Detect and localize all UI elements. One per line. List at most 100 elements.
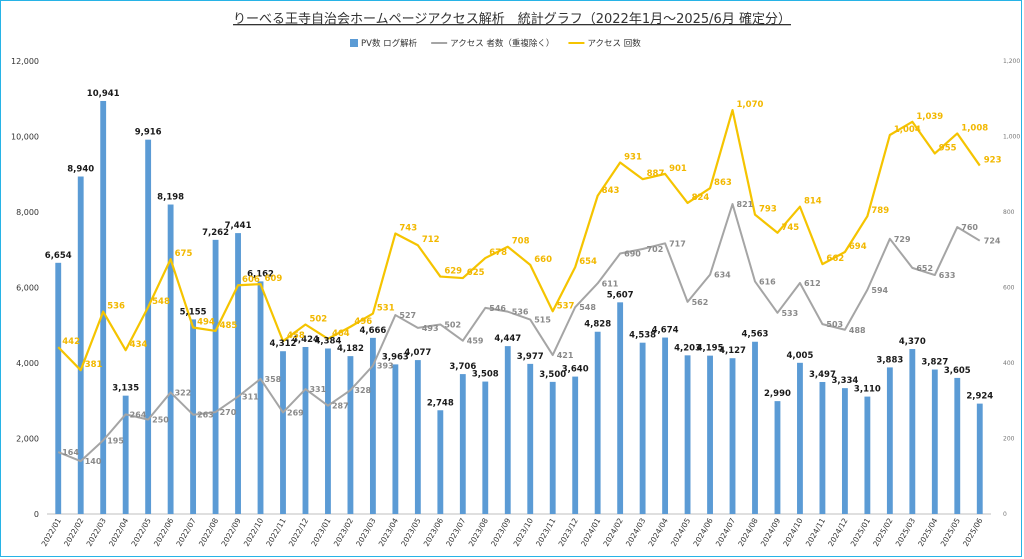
data-labels: 6,654 8,940 10,941 3,135 9,916 8,198 5,155 7,26… (45, 89, 1002, 466)
x-tick: 2025/05 (939, 516, 962, 548)
y-right-tick: 600 (1003, 285, 1015, 292)
x-tick: 2022/12 (287, 516, 310, 548)
unique-visitors-label: 263 (197, 411, 214, 420)
visits-label: 625 (467, 268, 485, 278)
pv-bar (392, 364, 399, 514)
pv-bar (909, 349, 916, 514)
pv-bar (302, 346, 309, 514)
unique-visitors-label: 760 (961, 223, 978, 232)
visits-label: 502 (309, 314, 327, 324)
x-tick: 2023/05 (399, 516, 422, 548)
visits-label: 745 (781, 223, 799, 233)
visits-label: 694 (849, 242, 867, 252)
unique-visitors-label: 393 (377, 362, 394, 371)
pv-value-label: 4,828 (584, 320, 611, 330)
unique-visitors-line (57, 203, 981, 463)
x-tick: 2024/02 (601, 516, 624, 548)
unique-visitors-label: 502 (444, 320, 461, 329)
pv-value-label: 3,508 (472, 370, 499, 380)
visits-label: 537 (557, 301, 575, 311)
unique-visitors-label: 328 (354, 386, 371, 395)
visits-label: 536 (107, 302, 125, 312)
pv-bar (482, 381, 489, 514)
legend-label: アクセス 回数 (587, 38, 641, 49)
line-series (57, 108, 981, 463)
pv-bar (774, 401, 781, 514)
pv-bar (886, 367, 893, 514)
unique-visitors-label: 270 (220, 408, 237, 417)
visits-label: 863 (714, 178, 732, 188)
visits-label: 793 (759, 205, 777, 215)
pv-bar (819, 381, 826, 514)
unique-visitors-label: 358 (265, 375, 282, 384)
pv-bar (707, 355, 713, 514)
pv-value-label: 3,977 (517, 352, 544, 362)
x-tick: 2024/09 (759, 516, 782, 548)
y-right-tick: 1,000 (1003, 134, 1020, 141)
x-tick: 2022/02 (62, 516, 85, 548)
x-tick: 2024/05 (669, 516, 692, 548)
pv-value-label: 4,384 (315, 337, 342, 347)
visits-label: 485 (220, 321, 238, 331)
x-tick: 2023/07 (444, 516, 467, 548)
unique-visitors-label: 536 (512, 308, 529, 317)
unique-visitors-label: 421 (557, 351, 574, 360)
visits-label: 743 (399, 224, 417, 234)
x-tick: 2023/09 (489, 516, 512, 548)
pv-bar (145, 139, 152, 514)
pv-bar (504, 346, 511, 514)
visits-label: 1,004 (894, 125, 921, 135)
visits-line (57, 108, 981, 372)
pv-value-label: 3,883 (876, 355, 903, 365)
visits-label: 494 (197, 318, 215, 328)
x-tick: 2023/04 (377, 516, 400, 548)
x-tick: 2022/07 (174, 516, 197, 548)
unique-visitors-label: 634 (714, 271, 731, 280)
pv-value-label: 2,990 (764, 389, 791, 399)
pv-value-label: 4,674 (652, 326, 679, 336)
pv-value-label: 3,963 (382, 352, 409, 362)
x-tick: 2022/03 (85, 516, 108, 548)
unique-visitors-label: 493 (422, 324, 439, 333)
visits-label: 678 (489, 248, 507, 258)
visits-label: 496 (354, 317, 372, 327)
x-tick: 2022/04 (107, 516, 130, 548)
unique-visitors-label: 533 (781, 309, 798, 318)
pv-value-label: 3,334 (831, 376, 858, 386)
visits-label: 843 (602, 186, 620, 196)
pv-value-label: 7,262 (202, 228, 229, 238)
pv-bar (594, 331, 601, 514)
pv-bar (369, 337, 376, 514)
x-tick: 2023/02 (332, 516, 355, 548)
visits-label: 955 (939, 143, 957, 153)
pv-bar (280, 351, 286, 514)
pv-bar (55, 262, 62, 514)
visits-label: 931 (624, 153, 642, 163)
pv-bar (662, 337, 669, 514)
pv-value-label: 9,916 (135, 128, 162, 138)
pv-bar (100, 100, 107, 515)
x-tick: 2024/04 (646, 516, 669, 548)
unique-visitors-label: 250 (152, 416, 169, 425)
pv-bar (549, 381, 556, 514)
pv-value-label: 4,312 (270, 339, 297, 349)
pv-bar (617, 302, 624, 514)
y-left-tick: 4,000 (16, 359, 39, 368)
pv-value-label: 4,182 (337, 344, 364, 354)
y-left-tick: 6,000 (16, 284, 39, 293)
x-tick: 2023/03 (354, 516, 377, 548)
unique-visitors-label: 633 (939, 271, 956, 280)
pv-value-label: 3,605 (944, 366, 971, 376)
visits-label: 548 (152, 297, 170, 307)
pv-value-label: 3,640 (562, 365, 589, 375)
chart-title: りーべる王寺自治会ホームページアクセス解析 統計グラフ（2022年1月～2025… (233, 11, 791, 27)
pv-value-label: 4,203 (674, 343, 701, 353)
pv-bar (931, 369, 938, 514)
visits-label: 712 (422, 235, 440, 245)
pv-bar (527, 363, 534, 514)
visits-label: 609 (265, 274, 283, 284)
pv-value-label: 6,654 (45, 251, 72, 261)
pv-bar (437, 410, 444, 514)
visits-label: 629 (444, 267, 462, 277)
pv-value-label: 4,666 (359, 326, 386, 336)
